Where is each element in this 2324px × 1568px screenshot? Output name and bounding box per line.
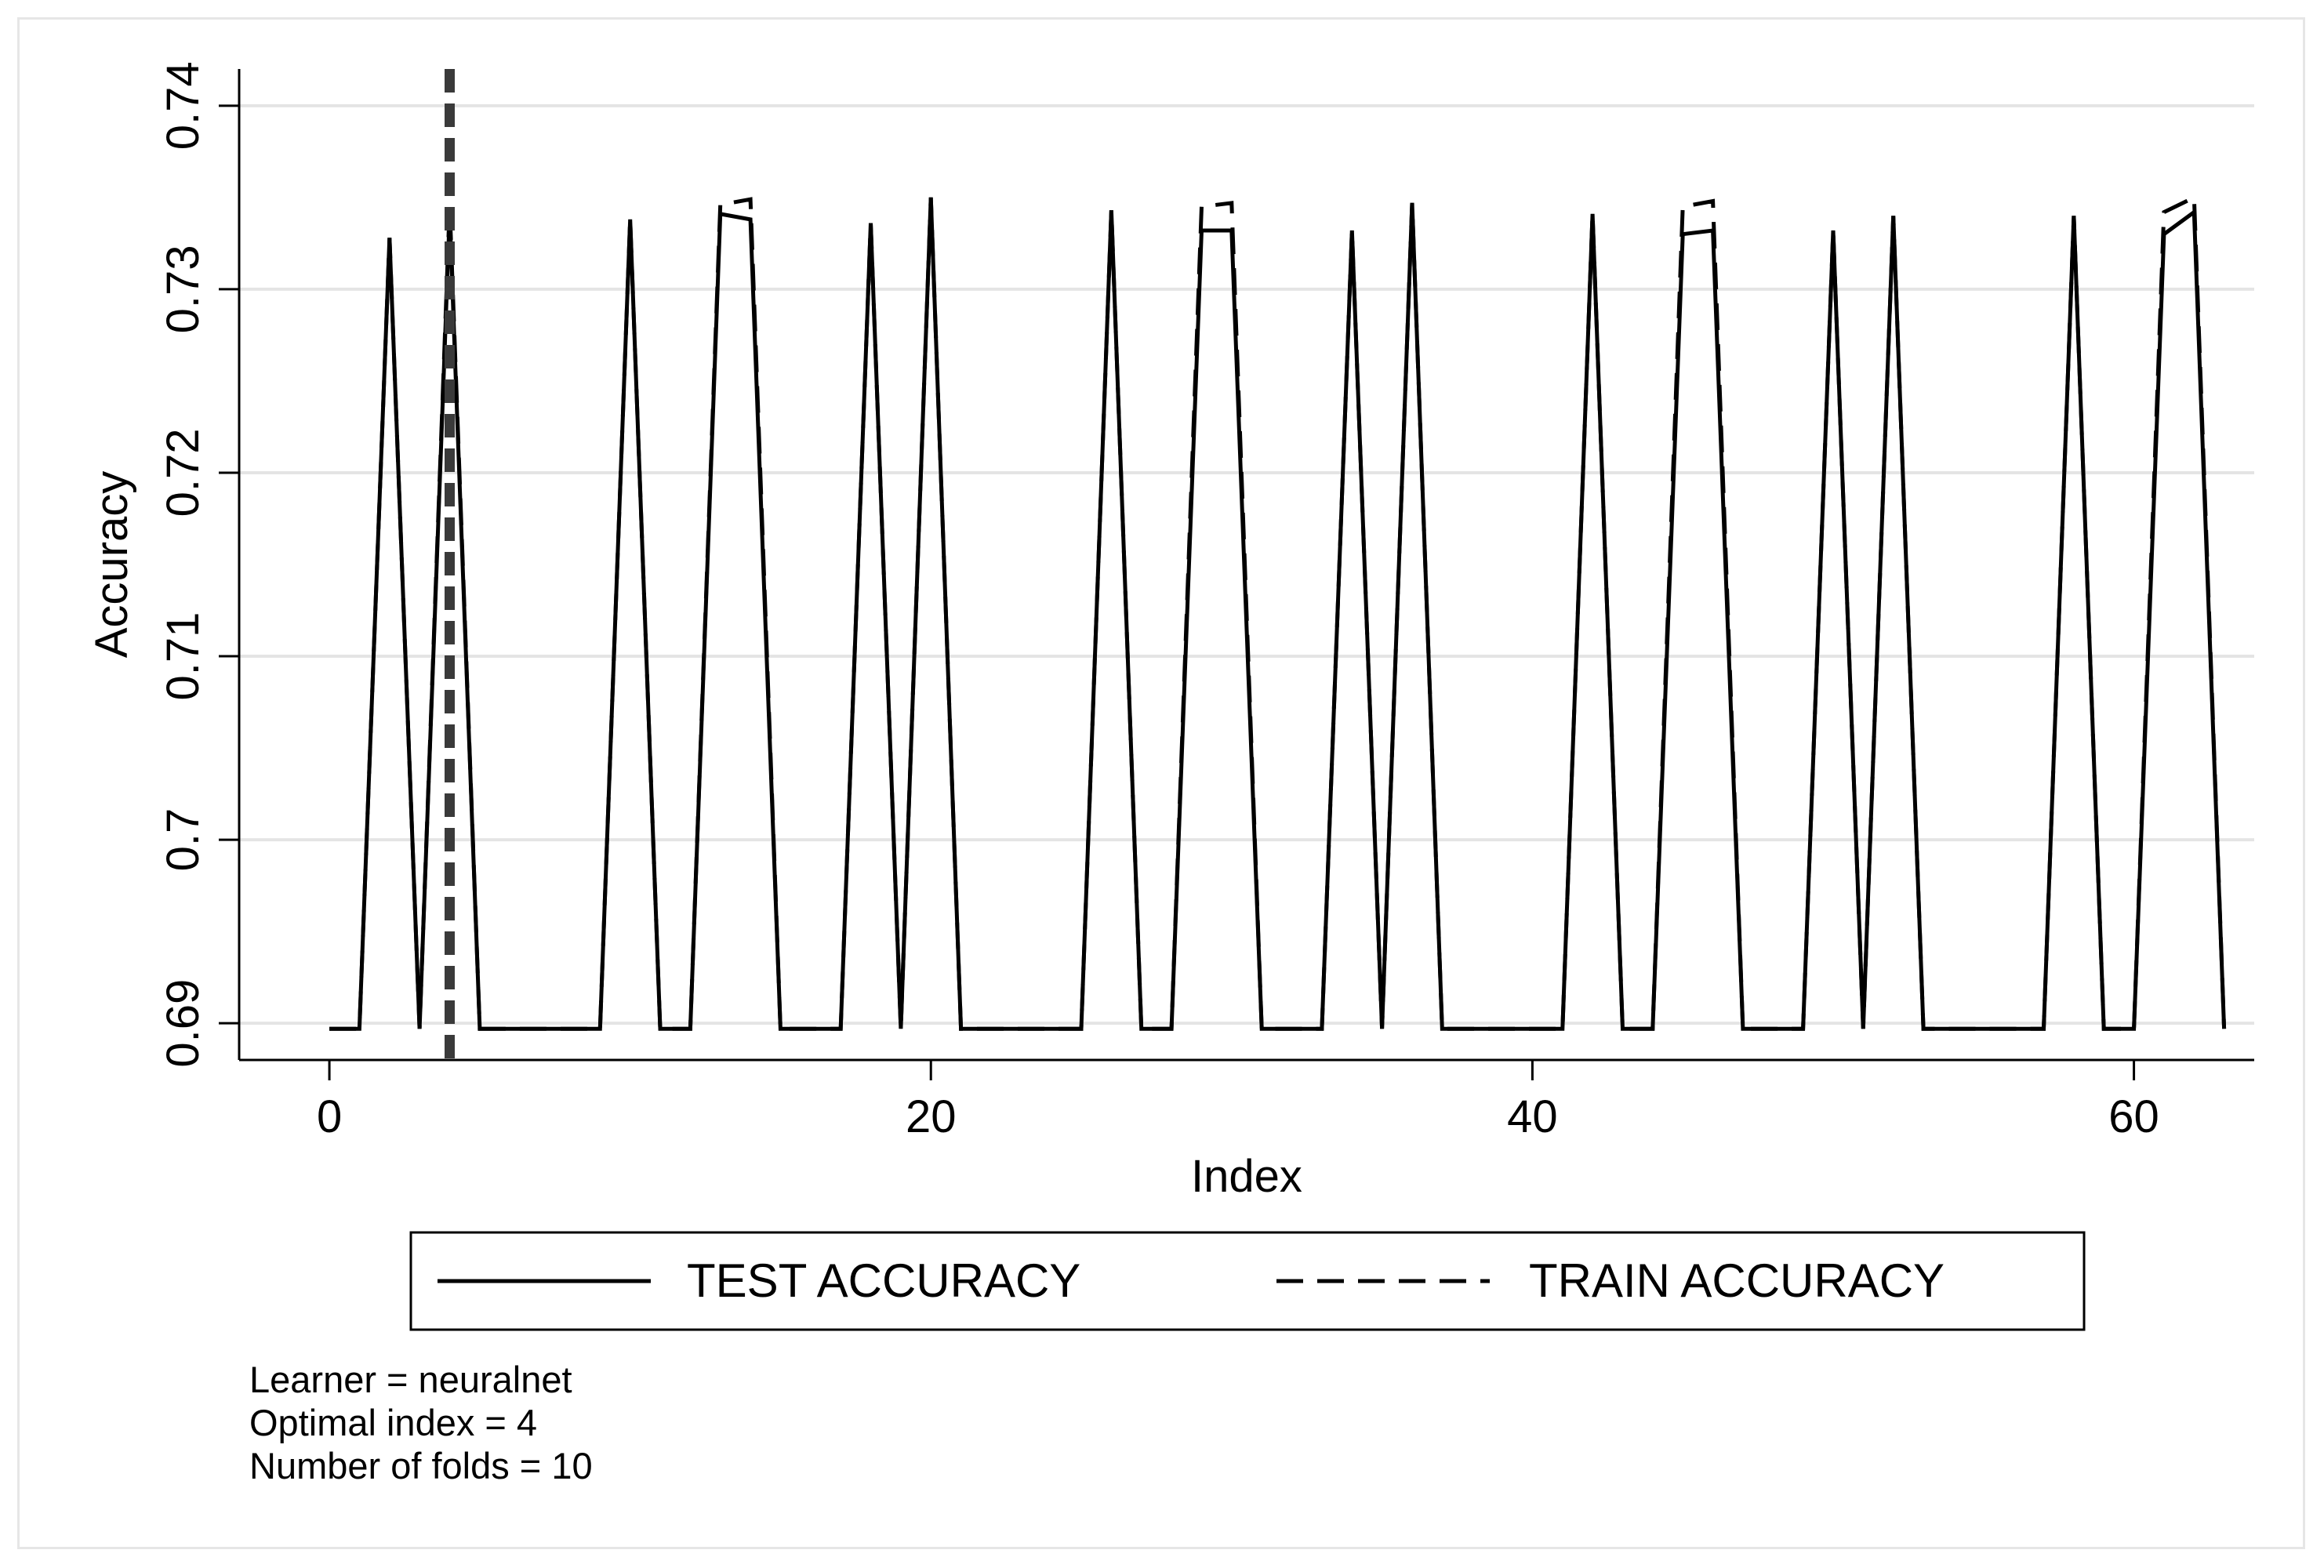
legend-box bbox=[409, 1231, 2086, 1331]
note-optimal-index: Optimal index = 4 bbox=[249, 1402, 538, 1443]
y-tick-label: 0.7 bbox=[158, 808, 209, 872]
note-number-of-folds: Number of folds = 10 bbox=[249, 1445, 593, 1486]
y-axis-title: Accuracy bbox=[86, 471, 137, 659]
y-tick-label: 0.73 bbox=[158, 245, 209, 333]
y-tick-label: 0.71 bbox=[158, 612, 209, 701]
x-tick-label: 40 bbox=[1507, 1091, 1558, 1142]
y-tick-label: 0.69 bbox=[158, 979, 209, 1068]
x-tick-label: 60 bbox=[2108, 1091, 2159, 1142]
x-tick-label: 0 bbox=[317, 1091, 342, 1142]
legend-label-train: TRAIN ACCURACY bbox=[1529, 1254, 1945, 1307]
chart-notes: Learner = neuralnet Optimal index = 4 Nu… bbox=[249, 1358, 593, 1487]
test-accuracy-line bbox=[329, 197, 2227, 1031]
x-axis-ticks: 0 20 40 60 bbox=[317, 1060, 2159, 1142]
y-tick-label: 0.72 bbox=[158, 429, 209, 517]
note-learner: Learner = neuralnet bbox=[249, 1359, 572, 1400]
legend: TEST ACCURACY TRAIN ACCURACY bbox=[409, 1231, 2086, 1331]
x-axis-title: Index bbox=[1191, 1151, 1302, 1202]
legend-label-test: TEST ACCURACY bbox=[687, 1254, 1080, 1307]
x-tick-label: 20 bbox=[906, 1091, 957, 1142]
y-axis-ticks: 0.69 0.7 0.71 0.72 0.73 0.74 bbox=[158, 61, 239, 1068]
series-layer bbox=[329, 194, 2227, 1031]
y-tick-label: 0.74 bbox=[158, 61, 209, 150]
